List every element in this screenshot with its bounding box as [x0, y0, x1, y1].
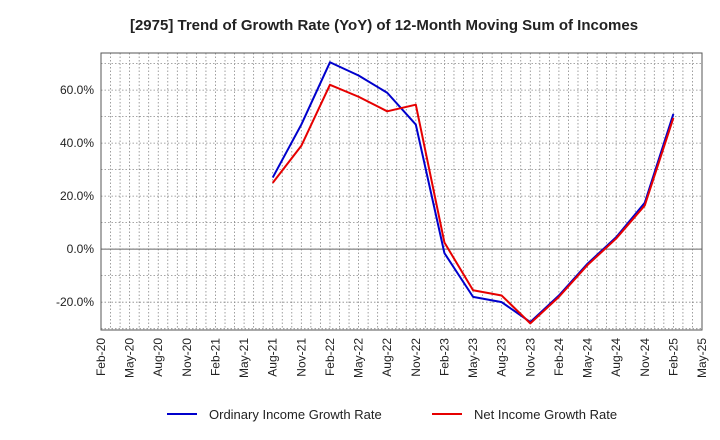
- x-tick-label: May-21: [237, 338, 251, 378]
- y-tick-label: 0.0%: [67, 242, 95, 256]
- x-tick-label: Feb-22: [323, 338, 337, 376]
- plot-area-frame: [100, 52, 703, 331]
- x-tick-label: May-20: [123, 338, 137, 378]
- x-tick-label: May-22: [352, 338, 366, 378]
- x-tick-label: Aug-20: [151, 338, 165, 377]
- x-axis-tick-labels: Feb-20 May-20 Aug-20 Nov-20 Feb-21 May-21 Aug-…: [94, 338, 709, 378]
- legend-label: Net Income Growth Rate: [474, 407, 617, 422]
- x-tick-label: Nov-24: [638, 338, 652, 377]
- x-tick-label: Nov-22: [409, 338, 423, 377]
- series-lines: [271, 61, 675, 325]
- x-tick-label: Feb-24: [552, 338, 566, 376]
- x-tick-label: May-23: [466, 338, 480, 378]
- x-tick-label: Feb-20: [94, 338, 108, 376]
- x-tick-label: Aug-22: [380, 338, 394, 377]
- x-tick-label: Aug-24: [609, 338, 623, 377]
- x-tick-label: Feb-23: [437, 338, 451, 376]
- grid-lines: [101, 53, 702, 330]
- series-line-ordinary-income: [271, 61, 675, 324]
- x-tick-label: Aug-21: [266, 338, 280, 377]
- y-tick-label: 60.0%: [60, 83, 94, 97]
- x-tick-label: Nov-21: [294, 338, 308, 377]
- y-tick-label: 40.0%: [60, 136, 94, 150]
- x-tick-label: Aug-23: [495, 338, 509, 377]
- y-tick-label: -20.0%: [56, 295, 94, 309]
- legend-label: Ordinary Income Growth Rate: [209, 407, 382, 422]
- y-tick-label: 20.0%: [60, 189, 94, 203]
- chart-title: [2975] Trend of Growth Rate (YoY) of 12-…: [130, 17, 638, 34]
- x-tick-label: May-25: [695, 338, 709, 378]
- x-tick-label: Nov-23: [523, 338, 537, 377]
- x-tick-label: Feb-25: [666, 338, 680, 376]
- x-tick-label: Feb-21: [208, 338, 222, 376]
- legend: Ordinary Income Growth Rate Net Income Gr…: [167, 407, 617, 422]
- series-line-net-income: [271, 83, 675, 325]
- y-axis-tick-labels: 60.0% 40.0% 20.0% 0.0% -20.0%: [56, 83, 94, 309]
- x-tick-label: Nov-20: [180, 338, 194, 377]
- x-tick-label: May-24: [581, 338, 595, 378]
